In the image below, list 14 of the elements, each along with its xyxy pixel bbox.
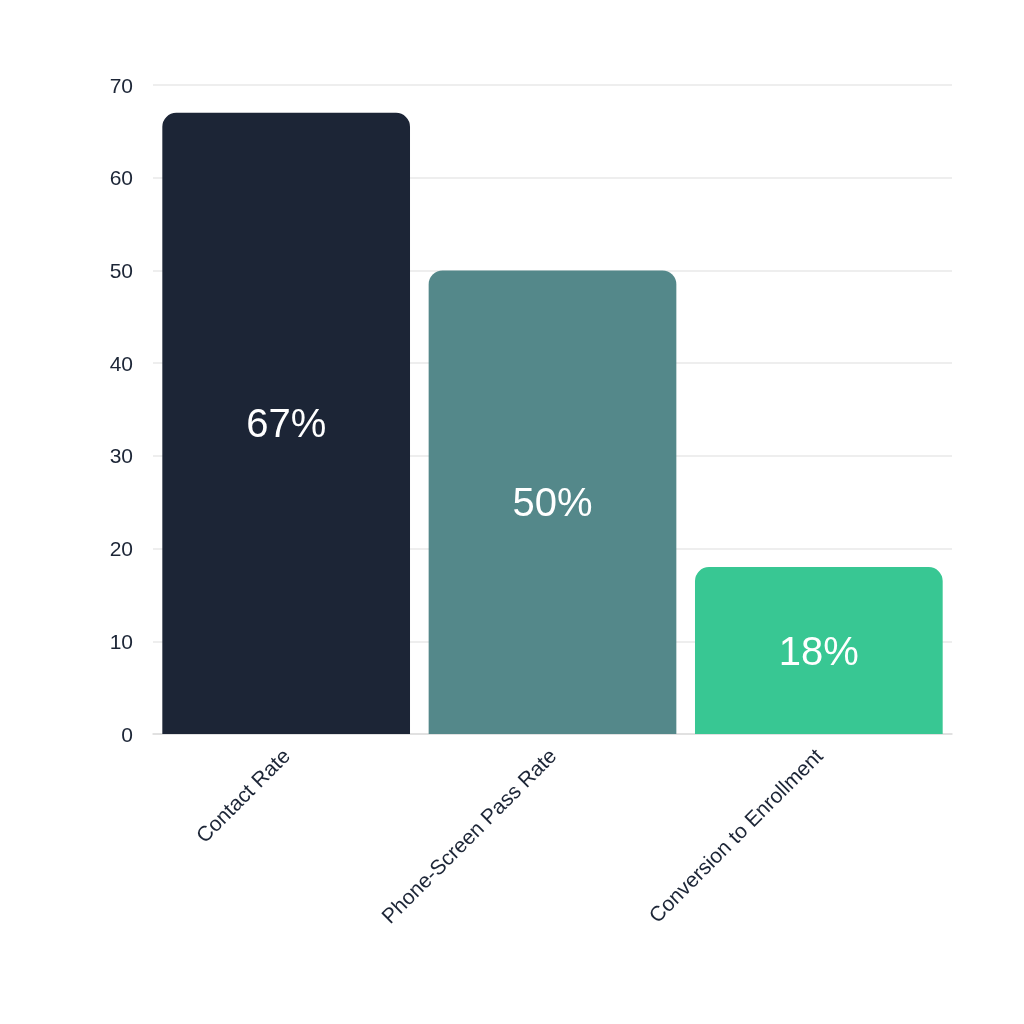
- y-tick-label: 70: [109, 73, 133, 97]
- y-tick-label: 10: [109, 629, 133, 653]
- data-label: 67%: [246, 401, 327, 446]
- data-label: 50%: [512, 480, 593, 525]
- y-tick-label: 30: [109, 444, 133, 468]
- bar: [428, 270, 677, 734]
- y-tick-label: 50: [109, 258, 133, 282]
- y-tick-label: 40: [109, 351, 133, 375]
- bar: [162, 112, 411, 734]
- y-tick-label: 20: [109, 537, 133, 561]
- y-tick-label: 60: [109, 166, 133, 190]
- y-tick-label: 0: [121, 722, 133, 746]
- bar: [694, 567, 943, 734]
- data-label: 18%: [778, 628, 859, 673]
